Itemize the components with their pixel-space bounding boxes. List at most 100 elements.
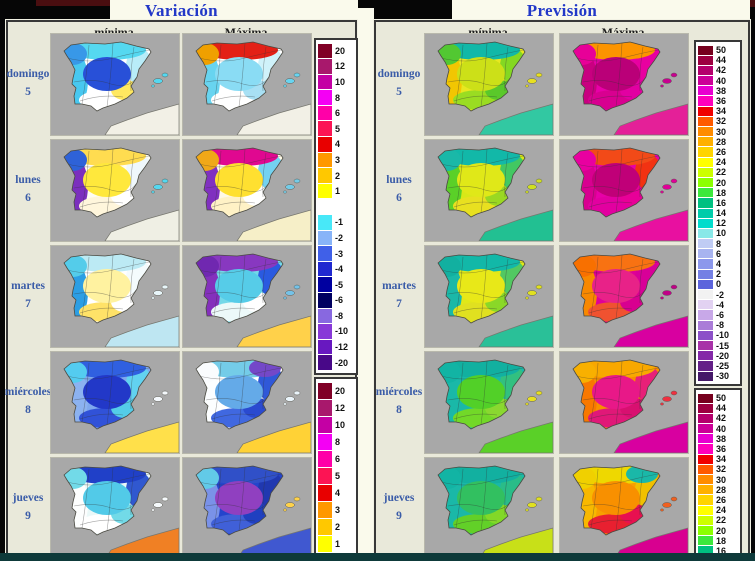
scale-entry: -10 [318, 324, 354, 340]
iberia-map-graphic [425, 458, 553, 559]
scale-entry: 26 [698, 147, 738, 157]
scale-swatch [318, 399, 332, 416]
scale-entry: -5 [318, 277, 354, 293]
iberia-map-graphic [183, 246, 311, 347]
day-label-variacion-lunes: lunes 6 [15, 174, 41, 204]
scale-value: -5 [335, 279, 344, 290]
scale-entry: 16 [698, 198, 738, 208]
day-label-prevision-lunes: lunes 6 [386, 174, 412, 204]
scale-value: 24 [716, 157, 727, 168]
scale-swatch [318, 382, 332, 399]
scale-entry: 30 [698, 127, 738, 137]
map-variacion-domingo-minima [50, 33, 180, 136]
scale-entry: 2 [698, 269, 738, 279]
scale-entry: 36 [698, 444, 738, 454]
scale-entry: -30 [698, 371, 738, 381]
scale-entry: -15 [698, 340, 738, 351]
scale-value: -6 [716, 309, 725, 320]
scale-entry: 34 [698, 106, 738, 116]
scale-swatch [318, 105, 332, 121]
scale-entry: 50 [698, 45, 738, 55]
scale-value: 40 [716, 423, 727, 434]
scale-swatch [698, 403, 713, 413]
variacion-panel: mínima Máxima domingo 5 lunes 6 [5, 20, 358, 561]
scale-value: 40 [716, 75, 727, 86]
color-scale-variacion-upper: 20 12 10 8 6 5 4 3 2 1 -1 -2 -3 -4 -5 -6 -8 -10 -12 -20 [314, 38, 358, 376]
scale-swatch [698, 269, 713, 279]
scale-swatch [698, 434, 713, 444]
scale-swatch [318, 355, 332, 370]
map-variacion-lunes-minima [50, 139, 180, 242]
day-label-prevision-miércoles: miércoles 8 [375, 386, 423, 416]
scale-value: 44 [716, 403, 727, 414]
scale-value: 1 [335, 186, 341, 197]
scale-entry: 6 [318, 450, 354, 467]
map-prevision-lunes-maxima [559, 139, 689, 242]
scale-swatch [698, 96, 713, 106]
scale-entry: 3 [318, 501, 354, 518]
scale-swatch [698, 485, 713, 495]
scale-swatch [698, 464, 713, 474]
scale-value: 32 [716, 116, 727, 127]
map-variacion-jueves-maxima [182, 457, 312, 560]
scale-swatch [318, 90, 332, 105]
scale-swatch [698, 137, 713, 147]
scale-swatch [318, 121, 332, 137]
scale-value: 22 [716, 515, 727, 526]
scale-value: -20 [335, 357, 349, 368]
scale-value: 8 [335, 92, 341, 103]
scale-entry: 6 [698, 249, 738, 259]
map-variacion-jueves-minima [50, 457, 180, 560]
iberia-map-graphic [51, 458, 179, 559]
scale-value: -8 [335, 310, 344, 321]
scale-swatch [318, 450, 332, 467]
iberia-map-graphic [183, 140, 311, 241]
day-label-prevision-domingo: domingo 5 [377, 68, 421, 98]
scale-value: 16 [716, 545, 727, 556]
scale-swatch [698, 198, 713, 208]
scale-swatch [698, 239, 713, 249]
iberia-map-graphic [425, 34, 553, 135]
scale-entry: 14 [698, 208, 738, 218]
scale-entry: -8 [318, 308, 354, 324]
prevision-panel: mínima Máxima domingo 5 lunes 6 [374, 20, 750, 561]
scale-value: 4 [716, 259, 722, 270]
iberia-map-graphic [51, 34, 179, 135]
scale-value: -1 [335, 217, 344, 228]
scale-entry: 50 [698, 393, 738, 403]
scale-entry: 12 [318, 399, 354, 416]
scale-value: 30 [716, 474, 727, 485]
scale-entry: 1 [318, 183, 354, 199]
scale-entry: -4 [318, 261, 354, 277]
scale-entry: -3 [318, 246, 354, 262]
scale-swatch [318, 43, 332, 59]
scale-value: -15 [716, 340, 730, 351]
scale-value: 20 [716, 525, 727, 536]
scale-value: 34 [716, 106, 727, 117]
scale-entry: -25 [698, 361, 738, 371]
map-variacion-martes-maxima [182, 245, 312, 348]
map-prevision-martes-maxima [559, 245, 689, 348]
scale-swatch [318, 293, 332, 308]
scale-value: 0 [716, 279, 722, 290]
scale-entry: -2 [698, 290, 738, 300]
scale-value: 24 [716, 505, 727, 516]
scale-value: -10 [716, 330, 730, 341]
scale-value: 16 [716, 197, 727, 208]
scale-entry: 26 [698, 495, 738, 505]
scale-entry: 42 [698, 65, 738, 75]
scale-value: -20 [716, 350, 730, 361]
scale-entry: 12 [698, 218, 738, 228]
scale-swatch [698, 525, 713, 536]
scale-swatch [318, 308, 332, 324]
map-variacion-martes-minima [50, 245, 180, 348]
scale-entry: -20 [698, 351, 738, 361]
scale-entry: -6 [318, 293, 354, 309]
map-prevision-jueves-minima [424, 457, 554, 560]
scale-entry: -2 [318, 230, 354, 246]
scale-value: -4 [716, 299, 725, 310]
scale-entry: -1 [318, 215, 354, 231]
scale-entry: 30 [698, 475, 738, 485]
scale-swatch [698, 259, 713, 269]
scale-swatch [698, 157, 713, 167]
